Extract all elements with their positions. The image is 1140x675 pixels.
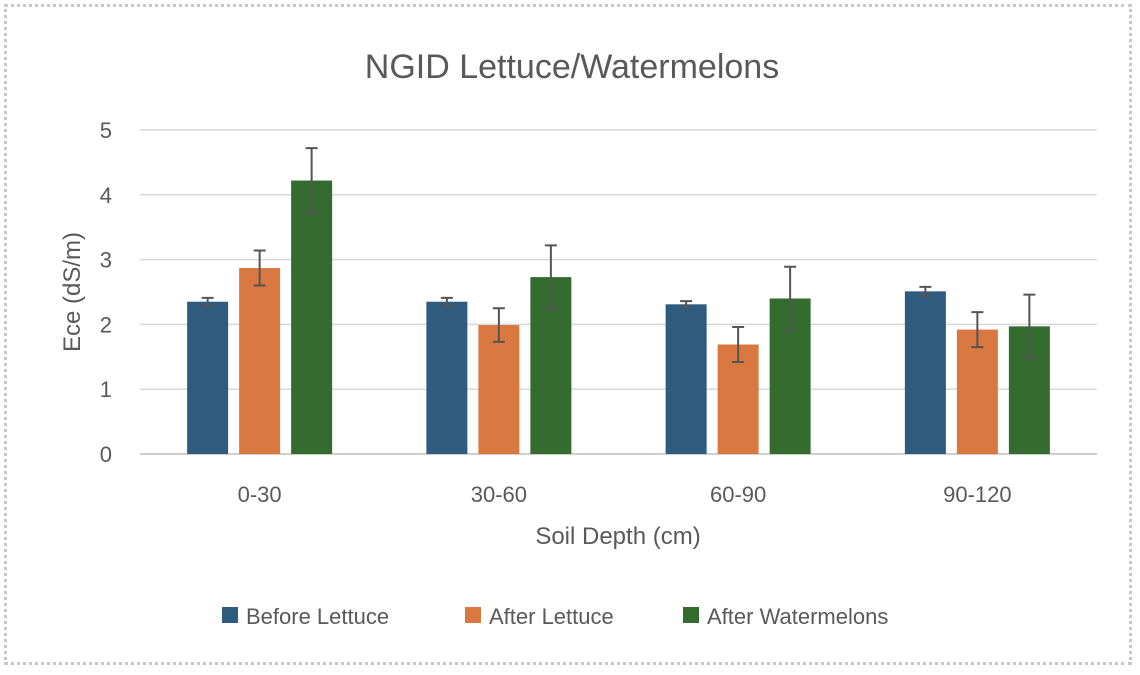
- y-tick-label: 2: [100, 312, 112, 337]
- x-tick-label: 60-90: [710, 482, 766, 507]
- bar: [239, 268, 281, 454]
- error-bar: [201, 296, 214, 307]
- error-bar: [971, 311, 984, 349]
- legend: Before Lettuce After Lettuce After Waterme…: [222, 604, 888, 629]
- legend-swatch: [683, 607, 699, 623]
- legend-swatch: [222, 607, 238, 623]
- error-bar: [680, 300, 693, 309]
- chart-title: NGID Lettuce/Watermelons: [365, 48, 779, 86]
- y-tick-label: 3: [100, 248, 112, 273]
- y-tick-label: 4: [100, 183, 112, 208]
- bar: [426, 301, 468, 454]
- error-bar: [492, 307, 505, 343]
- error-bar: [305, 147, 318, 214]
- error-bar: [1023, 293, 1036, 360]
- bar: [478, 325, 520, 454]
- y-tick-label: 5: [100, 118, 112, 143]
- x-axis-label: Soil Depth (cm): [535, 523, 700, 550]
- error-bar: [440, 296, 453, 307]
- y-tick-labels: 0 1 2 3 4 5: [100, 118, 112, 467]
- x-tick-labels: 0-30 30-60 60-90 90-120: [238, 482, 1012, 507]
- y-tick-label: 0: [100, 442, 112, 467]
- error-bars: [201, 147, 1036, 363]
- y-tick-label: 1: [100, 377, 112, 402]
- error-bar: [732, 325, 745, 363]
- bar: [956, 329, 998, 454]
- x-tick-label: 0-30: [238, 482, 282, 507]
- y-axis-label: Ece (dS/m): [59, 232, 86, 352]
- legend-item: After Lettuce: [465, 604, 614, 629]
- bars: [187, 180, 1050, 454]
- legend-swatch: [465, 607, 481, 623]
- legend-item: Before Lettuce: [222, 604, 389, 629]
- x-tick-label: 90-120: [943, 482, 1012, 507]
- bar: [904, 291, 946, 454]
- error-bar: [784, 265, 797, 332]
- bar: [291, 180, 333, 454]
- bar: [187, 301, 229, 454]
- legend-label: After Watermelons: [707, 604, 888, 629]
- legend-label: After Lettuce: [489, 604, 614, 629]
- bar: [665, 304, 707, 454]
- x-tick-label: 30-60: [471, 482, 527, 507]
- error-bar: [253, 249, 266, 287]
- error-bar: [544, 244, 557, 310]
- error-bar: [919, 285, 932, 297]
- legend-item: After Watermelons: [683, 604, 888, 629]
- grid-lines: [140, 129, 1097, 455]
- legend-label: Before Lettuce: [246, 604, 389, 629]
